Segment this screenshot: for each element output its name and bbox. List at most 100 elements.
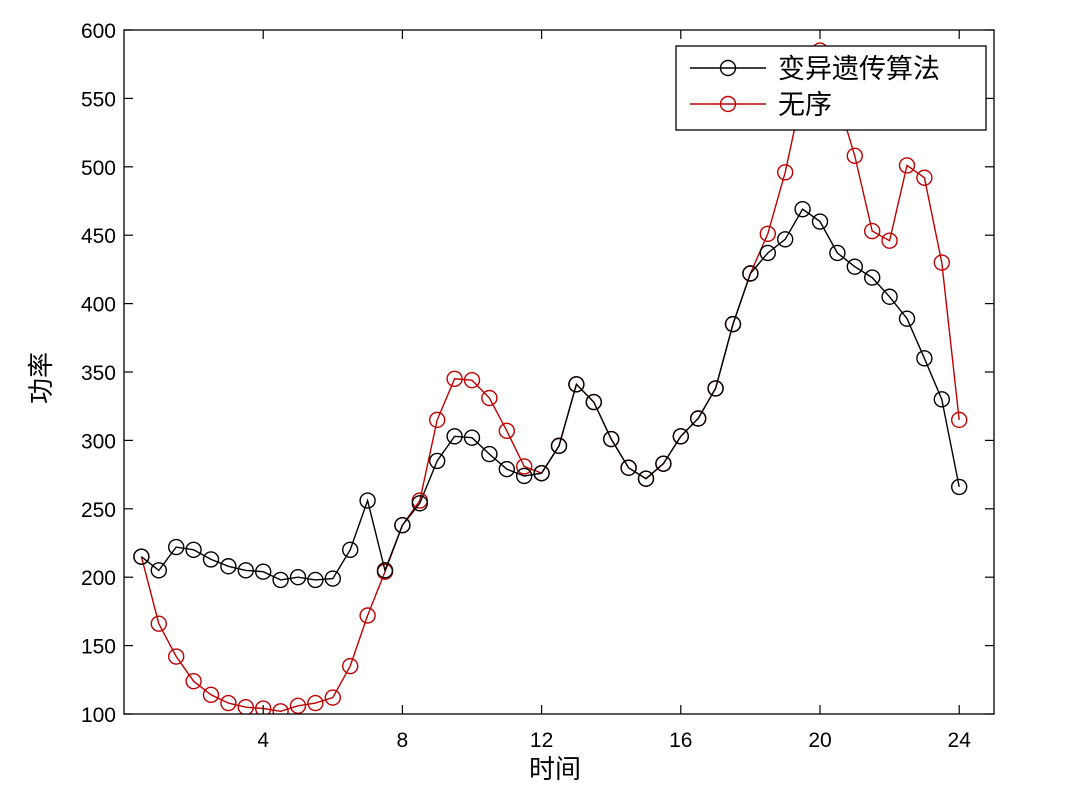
series-0-point-42 — [864, 269, 881, 286]
legend: 变异遗传算法 无序 — [675, 45, 987, 131]
legend-label-0: 变异遗传算法 — [778, 54, 940, 85]
series-1-point-8 — [272, 703, 289, 714]
x-tick-label-4: 20 — [808, 729, 831, 752]
series-0-point-16 — [411, 495, 428, 512]
series-1-point-10 — [307, 694, 324, 712]
series-0-point-46 — [933, 391, 950, 408]
series-1-point-19 — [463, 372, 481, 389]
series-1-point-2 — [167, 648, 185, 665]
y-tick-label-2: 200 — [81, 567, 116, 590]
series-0-point-8 — [272, 571, 289, 589]
series-0-point-14 — [376, 562, 394, 579]
series-0-point-40 — [829, 244, 846, 262]
series-0-point-44 — [898, 310, 916, 327]
series-0-point-28 — [620, 459, 637, 476]
series-0-point-1 — [150, 562, 168, 579]
series-0-point-37 — [777, 231, 794, 248]
series-0-point-47 — [951, 478, 968, 496]
series-layer — [133, 42, 968, 714]
series-0-point-31 — [672, 428, 689, 445]
series-0-point-45 — [916, 350, 933, 367]
y-tick-label-1: 150 — [81, 636, 116, 659]
series-1-point-7 — [255, 700, 272, 714]
x-tick-label-0: 4 — [257, 729, 269, 752]
y-tick-label-3: 250 — [81, 499, 116, 522]
x-axis-title: 时间 — [529, 755, 581, 785]
series-1-point-20 — [481, 389, 498, 407]
series-0-point-34 — [724, 315, 742, 333]
series-0-point-17 — [429, 452, 446, 470]
series-0-point-10 — [307, 571, 324, 589]
y-tick-label-4: 300 — [81, 430, 116, 453]
series-0-point-39 — [811, 213, 829, 230]
series-0-point-23 — [533, 465, 550, 482]
series-1-point-37 — [777, 164, 794, 181]
series-1-point-3 — [185, 672, 202, 690]
series-1-point-6 — [237, 698, 254, 714]
ticks-layer: 4 8 12 16 20 24 100 150 200 250 300 350 400 450 500 550… — [81, 20, 994, 752]
y-tick-label-0: 100 — [81, 704, 116, 727]
y-tick-label-9: 550 — [81, 88, 116, 111]
y-axis-title: 功率 — [27, 352, 57, 404]
series-line-0 — [140, 208, 960, 581]
y-tick-label-5: 350 — [81, 362, 116, 385]
series-1-point-21 — [498, 422, 515, 440]
series-1-point-44 — [898, 157, 916, 174]
series-0-point-4 — [202, 551, 220, 568]
series-1-point-11 — [324, 689, 341, 706]
y-tick-label-8: 500 — [81, 157, 116, 180]
series-1-point-5 — [220, 694, 237, 712]
series-0-point-43 — [881, 288, 898, 305]
series-0-point-11 — [324, 570, 341, 587]
series-0-point-26 — [585, 393, 602, 411]
legend-marker-1 — [719, 95, 737, 113]
series-0-point-35 — [742, 265, 759, 282]
series-1-point-17 — [429, 411, 446, 429]
series-0-point-2 — [167, 538, 185, 556]
series-0-point-41 — [846, 258, 863, 275]
series-0-point-38 — [794, 201, 811, 218]
legend-label-1: 无序 — [778, 90, 832, 121]
series-0-point-27 — [603, 430, 620, 448]
series-0-point-24 — [550, 437, 568, 455]
x-tick-label-5: 24 — [948, 729, 972, 752]
series-0-point-5 — [220, 558, 237, 575]
series-1-point-45 — [916, 169, 933, 186]
series-1-point-1 — [150, 615, 168, 632]
series-0-point-32 — [690, 410, 707, 427]
series-1-point-41 — [846, 147, 863, 165]
series-0-point-33 — [707, 380, 724, 397]
series-1-point-4 — [202, 686, 220, 704]
series-0-point-30 — [655, 455, 672, 472]
series-0-point-13 — [359, 492, 376, 509]
x-tick-label-3: 16 — [669, 729, 692, 752]
series-0-point-18 — [446, 428, 463, 445]
series-1-point-42 — [864, 222, 881, 240]
plot-area — [124, 30, 994, 714]
series-1-point-13 — [359, 607, 376, 624]
series-1-point-46 — [933, 254, 950, 271]
series-1-point-47 — [951, 411, 968, 429]
legend-box — [675, 45, 987, 131]
series-1-point-43 — [881, 232, 898, 249]
y-tick-label-7: 450 — [81, 225, 116, 248]
series-0-point-12 — [342, 541, 359, 559]
series-0-point-25 — [568, 376, 585, 393]
y-tick-label-6: 400 — [81, 294, 116, 317]
legend-marker-0 — [719, 59, 737, 77]
series-0-point-6 — [237, 562, 255, 579]
series-0-point-22 — [516, 467, 533, 485]
series-1-point-36 — [759, 225, 776, 243]
series-0-point-21 — [498, 460, 515, 478]
series-0-point-29 — [637, 470, 655, 487]
series-1-point-18 — [446, 370, 463, 388]
series-1-point-12 — [342, 657, 359, 675]
series-1-point-9 — [289, 697, 307, 714]
series-0-point-20 — [481, 445, 498, 463]
y-tick-label-10: 600 — [81, 20, 116, 43]
series-1-point-22 — [516, 458, 533, 475]
series-0 — [133, 201, 968, 589]
x-tick-label-1: 8 — [397, 729, 409, 752]
series-0-point-0 — [133, 548, 150, 565]
